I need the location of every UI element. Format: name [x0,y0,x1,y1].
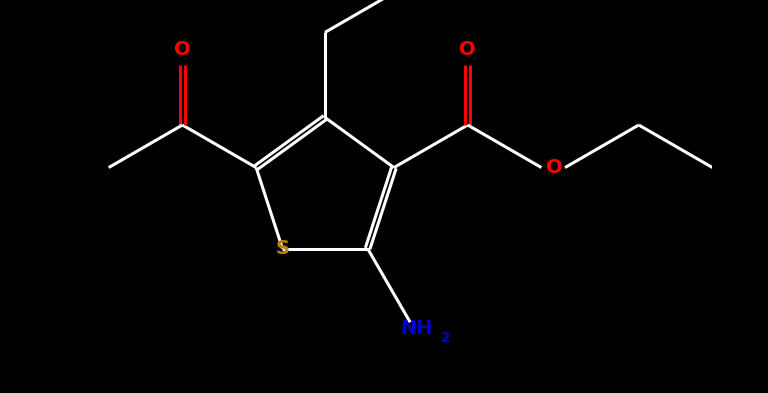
Text: 2: 2 [441,331,451,345]
Text: NH: NH [400,320,433,338]
Text: O: O [459,40,476,59]
Text: S: S [276,239,290,258]
Text: O: O [174,40,190,59]
Text: O: O [546,158,563,177]
